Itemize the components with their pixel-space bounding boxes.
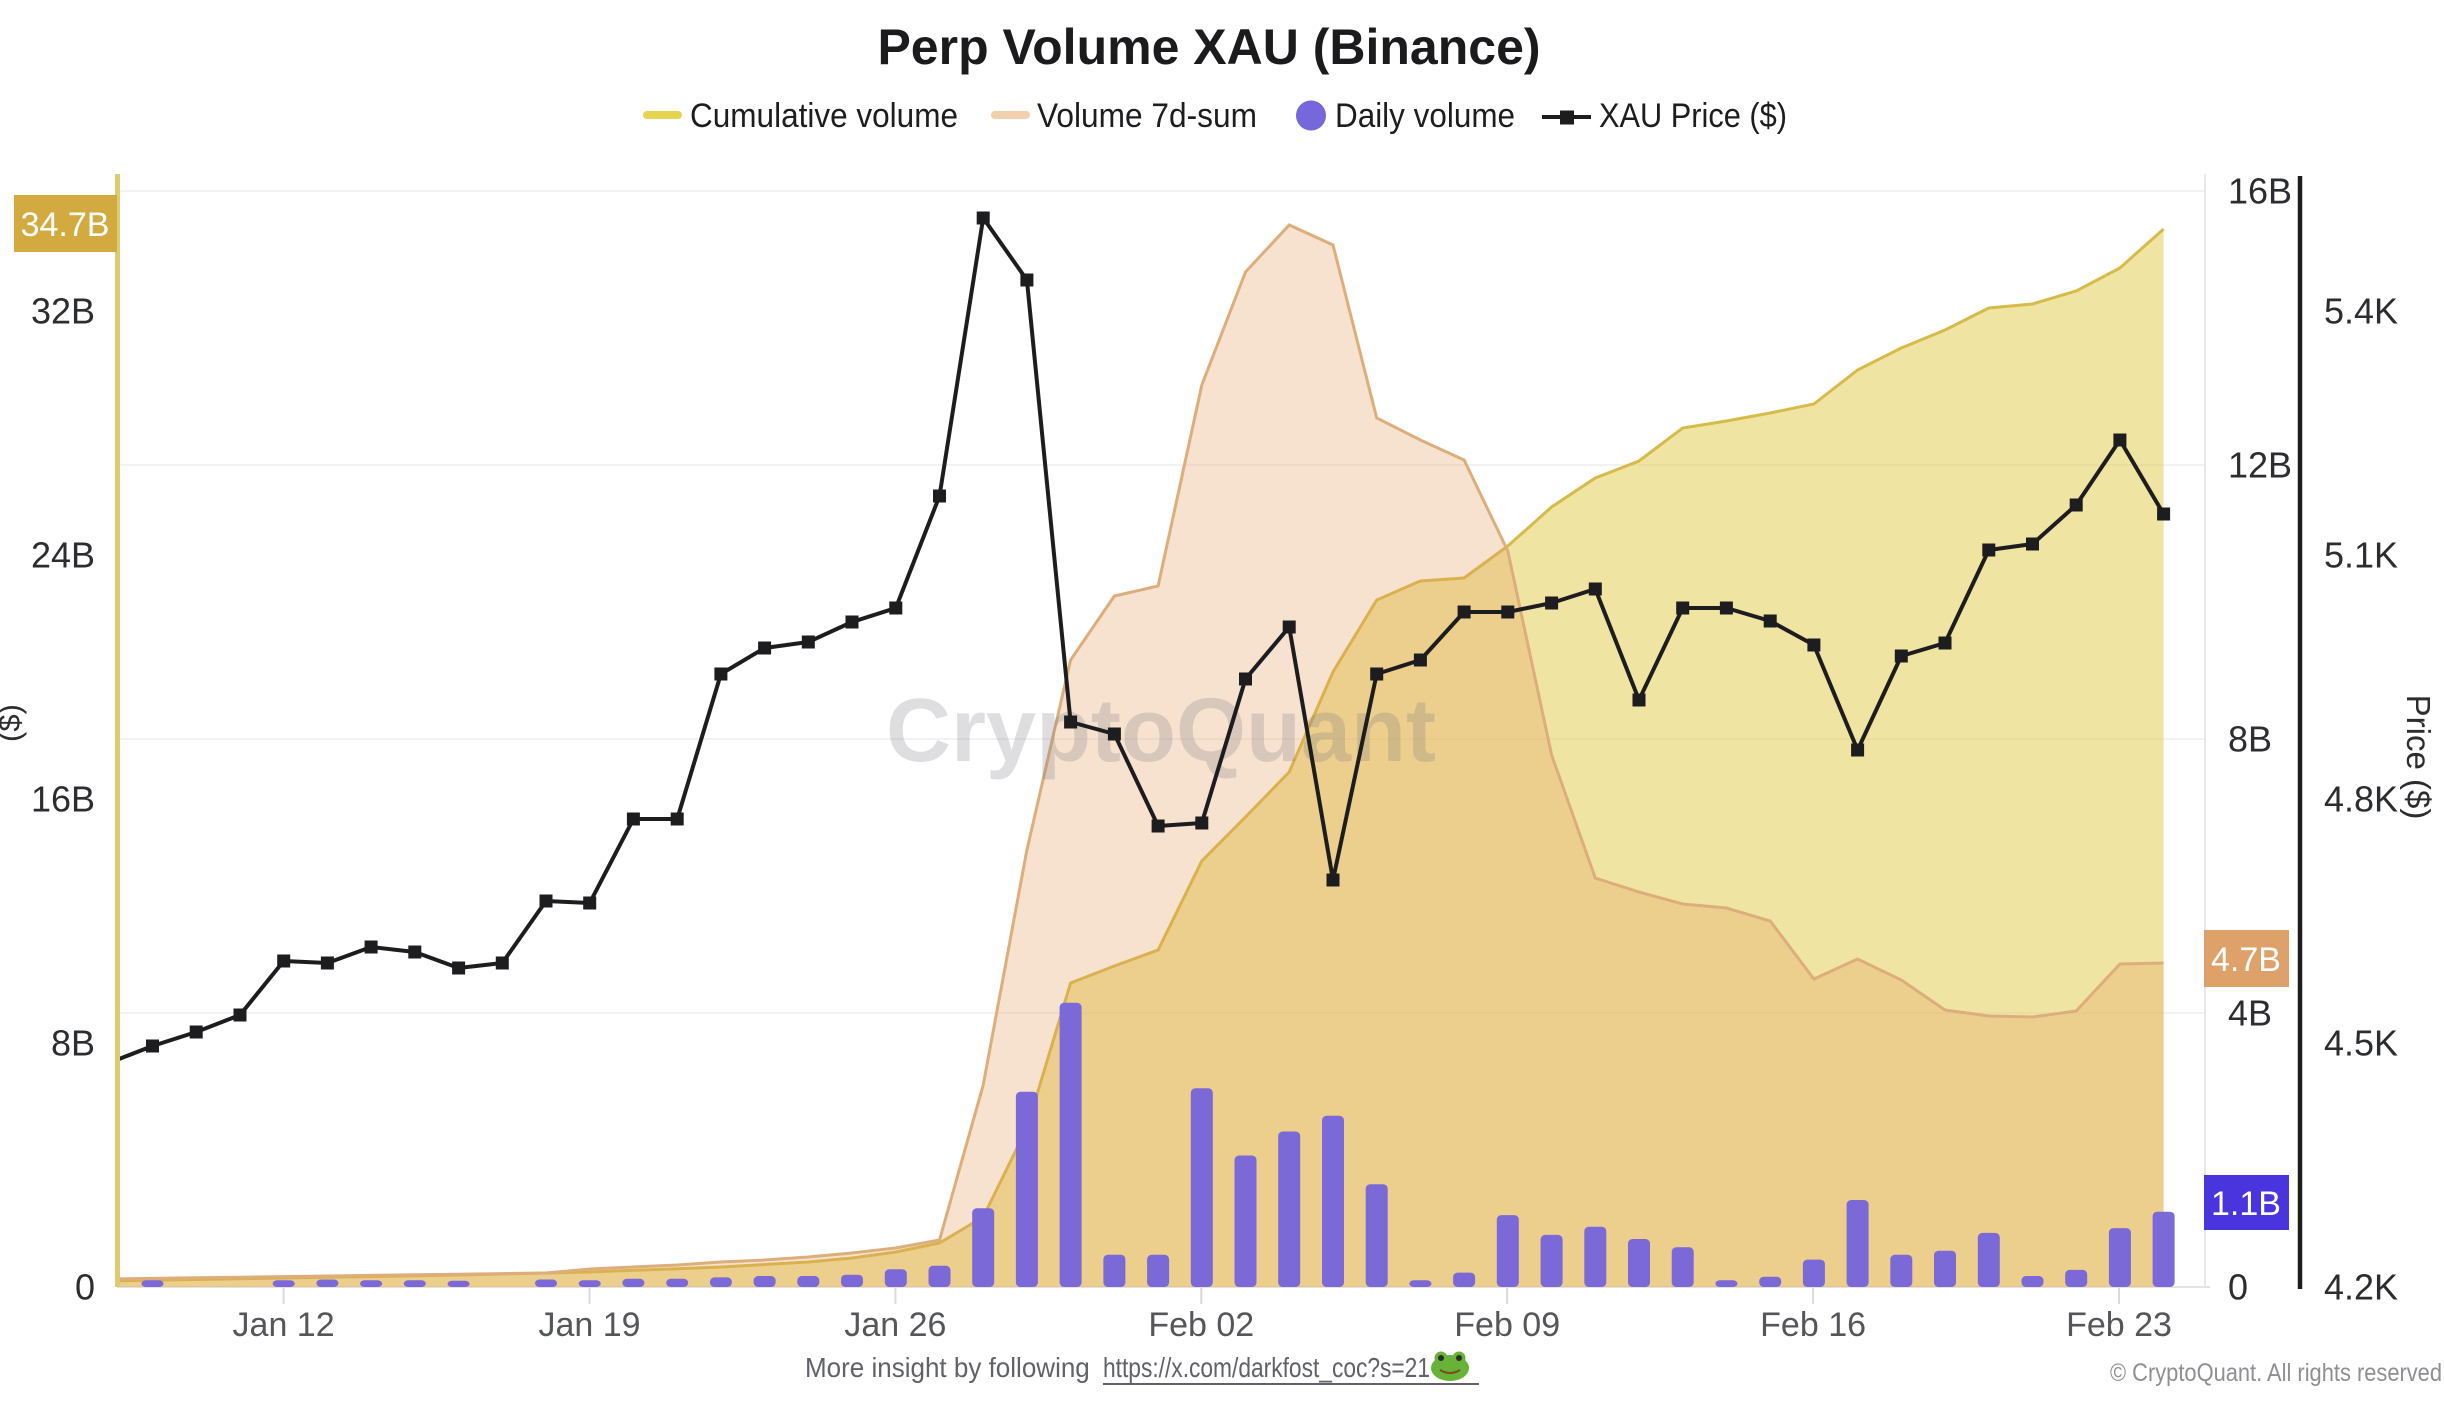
svg-text:CryptoQuant: CryptoQuant	[886, 681, 1436, 781]
svg-text:Jan 19: Jan 19	[538, 1306, 640, 1344]
svg-text:32B: 32B	[31, 291, 95, 332]
svg-text:8B: 8B	[51, 1023, 95, 1064]
svg-text:Feb 16: Feb 16	[1760, 1306, 1866, 1344]
svg-text:Feb 09: Feb 09	[1454, 1306, 1560, 1344]
svg-text:8B: 8B	[2228, 719, 2272, 760]
svg-text:Perp Volume XAU (Binance): Perp Volume XAU (Binance)	[877, 19, 1540, 75]
svg-text:More insight by following http: More insight by following https://x.com/…	[805, 1352, 1430, 1383]
svg-text:16B: 16B	[2228, 171, 2292, 212]
svg-text:4.2K: 4.2K	[2324, 1267, 2398, 1308]
svg-text:Volume 7d-sum: Volume 7d-sum	[1037, 97, 1257, 135]
svg-text:Feb 02: Feb 02	[1148, 1306, 1254, 1344]
svg-text:1.1B: 1.1B	[2211, 1185, 2281, 1223]
svg-text:5.1K: 5.1K	[2324, 535, 2398, 576]
svg-text:4.7B: 4.7B	[2211, 941, 2281, 979]
svg-text:5.4K: 5.4K	[2324, 291, 2398, 332]
svg-text:34.7B: 34.7B	[21, 206, 110, 244]
svg-text:0: 0	[75, 1267, 95, 1308]
svg-text:4.5K: 4.5K	[2324, 1023, 2398, 1064]
svg-text:Jan 26: Jan 26	[844, 1306, 946, 1344]
svg-text:Price ($): Price ($)	[2400, 695, 2437, 820]
svg-text:4.8K: 4.8K	[2324, 779, 2398, 820]
svg-text:12B: 12B	[2228, 445, 2292, 486]
svg-text:Jan 12: Jan 12	[233, 1306, 335, 1344]
svg-text:Daily volume: Daily volume	[1335, 97, 1515, 135]
svg-text:0: 0	[2228, 1267, 2248, 1308]
svg-text:4B: 4B	[2228, 993, 2272, 1034]
svg-text:($): ($)	[0, 704, 27, 742]
svg-text:Cumulative volume: Cumulative volume	[690, 97, 958, 135]
svg-text:XAU Price ($): XAU Price ($)	[1599, 97, 1787, 135]
svg-text:16B: 16B	[31, 779, 95, 820]
svg-text:24B: 24B	[31, 535, 95, 576]
svg-text:© CryptoQuant. All rights rese: © CryptoQuant. All rights reserved	[2110, 1359, 2442, 1387]
svg-text:Feb 23: Feb 23	[2066, 1306, 2172, 1344]
